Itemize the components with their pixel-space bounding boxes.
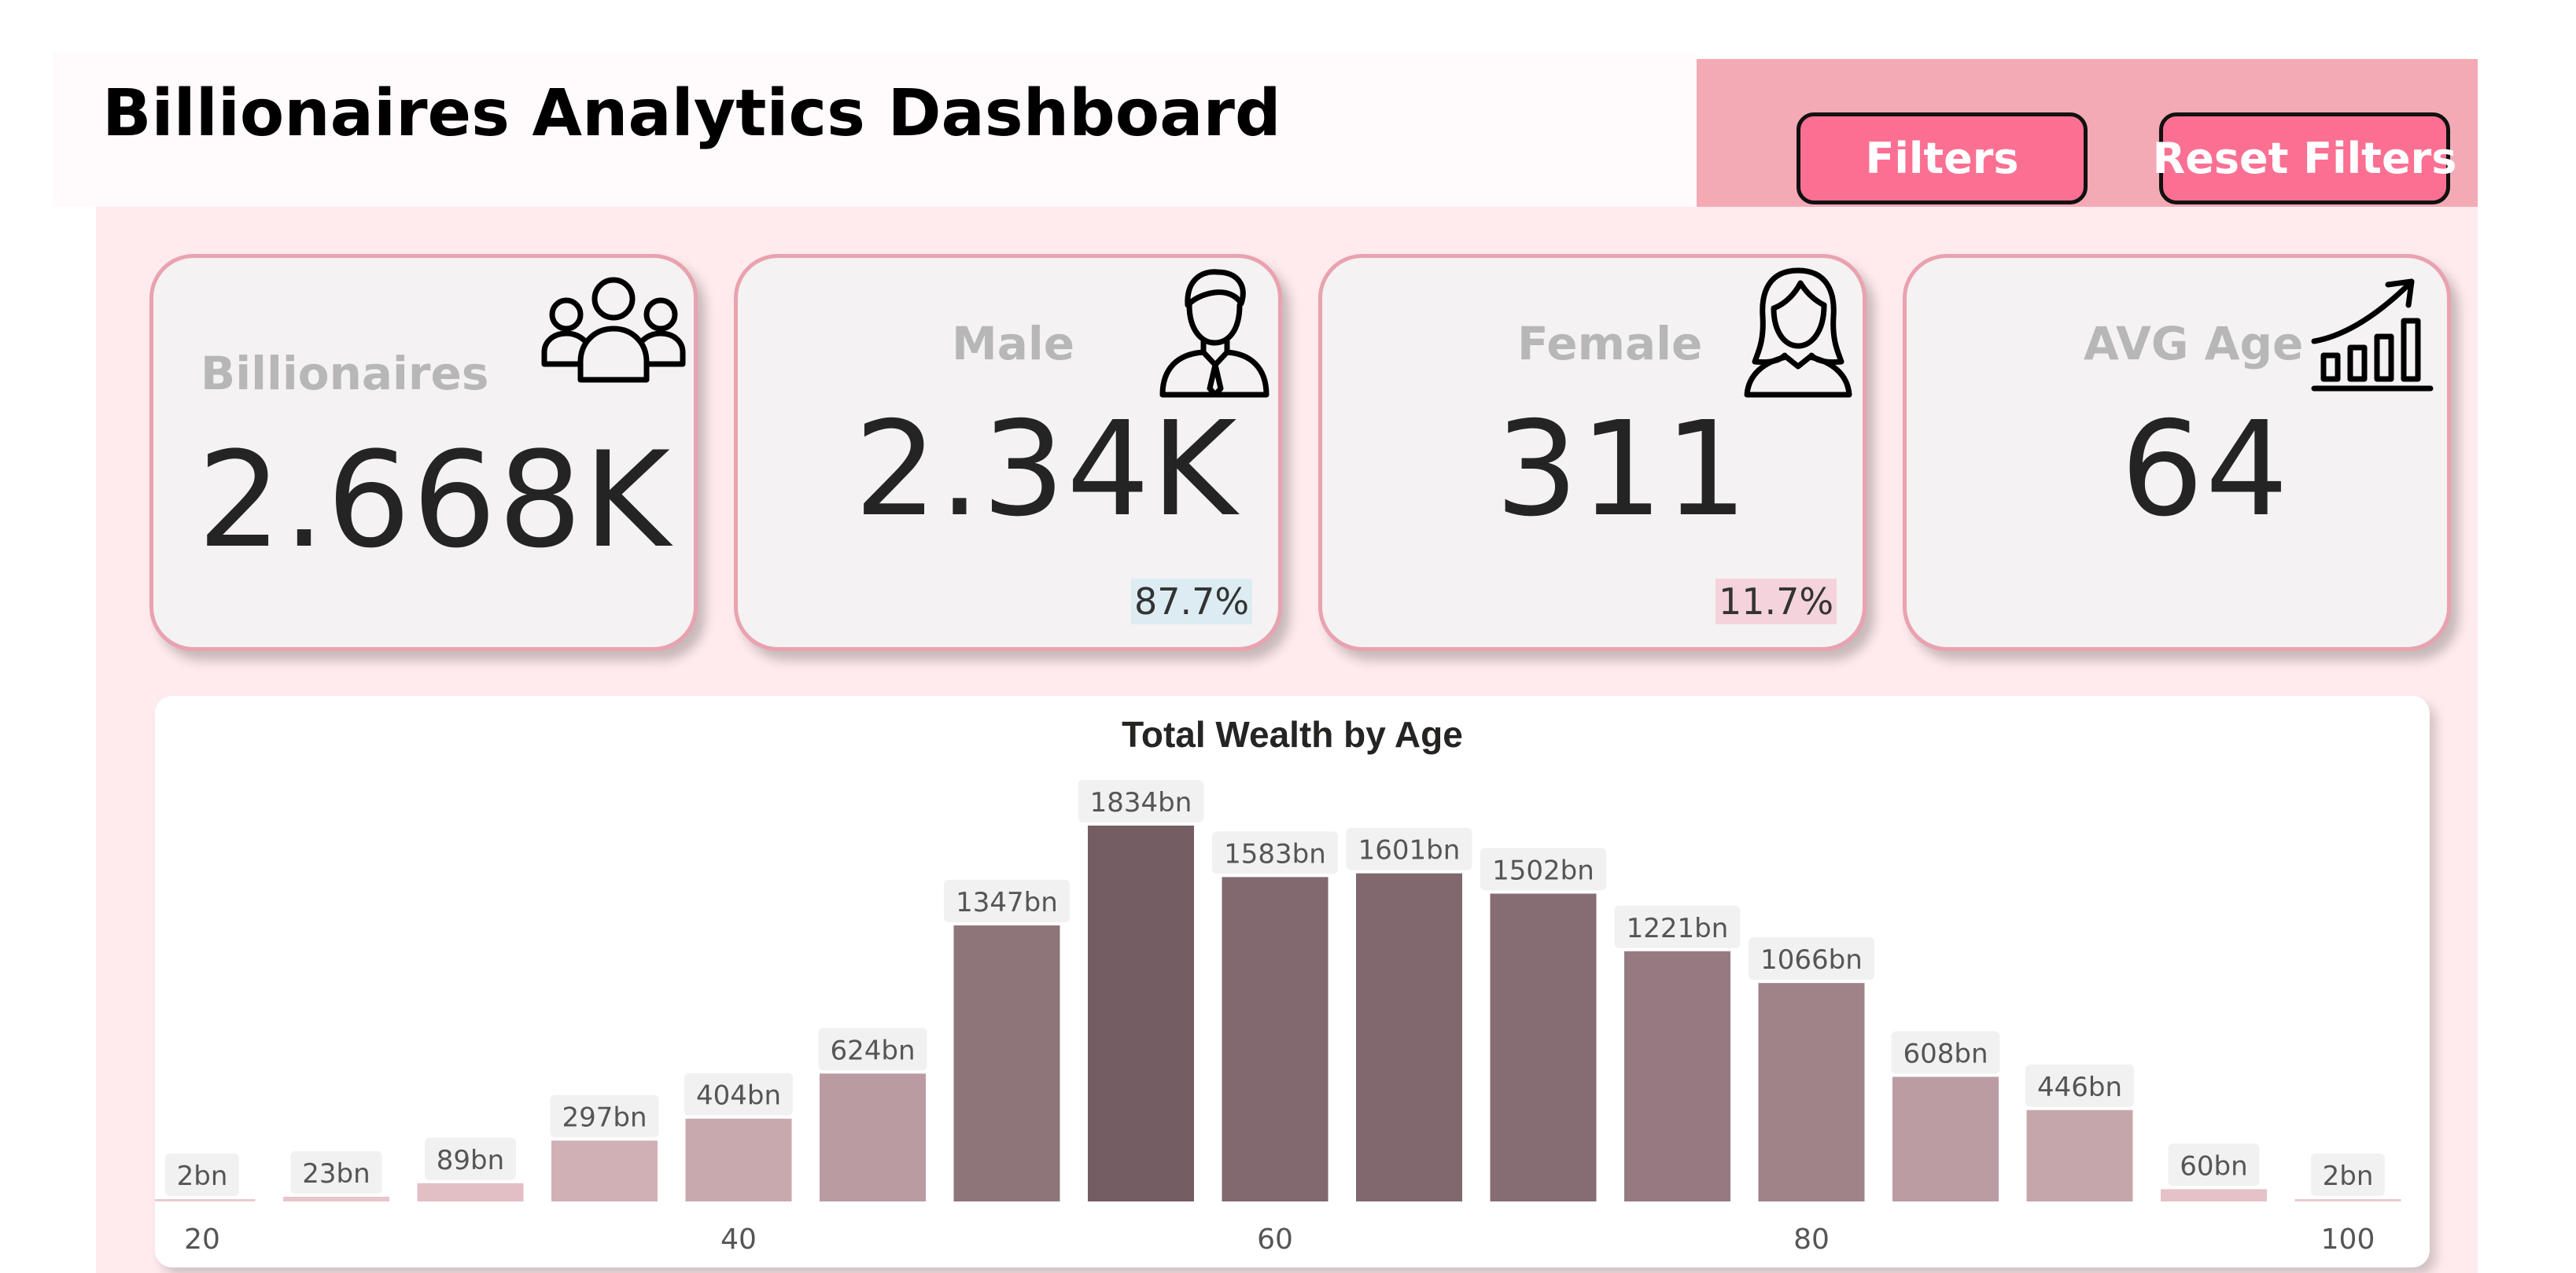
billionaires-value: 2.668K bbox=[197, 423, 673, 577]
bar-age-35[interactable] bbox=[551, 1140, 658, 1201]
avg-age-label: AVG Age bbox=[2084, 317, 2304, 370]
people-group-icon bbox=[541, 277, 686, 383]
chart-plot: 2bn 23bn 89bn 297bn 404bn 624bn 1347bn 1834bn 15… bbox=[155, 780, 2401, 1256]
data-label-bg bbox=[1078, 780, 1204, 822]
data-label-bg bbox=[944, 879, 1070, 922]
data-label-bg bbox=[290, 1151, 382, 1194]
x-tick-label: 40 bbox=[720, 1223, 757, 1256]
data-label-bg bbox=[1749, 937, 1874, 981]
female-card: Female 311 11.7% bbox=[1318, 254, 1867, 651]
bar-age-25[interactable] bbox=[283, 1197, 389, 1201]
total-wealth-chart: Total Wealth by Age 2bn 23bn 89bn 297bn 404b… bbox=[155, 696, 2430, 1267]
bar-age-90[interactable] bbox=[2026, 1109, 2133, 1201]
chart-title: Total Wealth by Age bbox=[1122, 714, 1463, 755]
bar-age-20[interactable] bbox=[155, 1199, 256, 1201]
male-label: Male bbox=[952, 317, 1075, 370]
bar-age-50[interactable] bbox=[953, 925, 1060, 1201]
bar-age-30[interactable] bbox=[417, 1183, 524, 1201]
man-icon bbox=[1159, 269, 1270, 398]
male-percent: 87.7% bbox=[1131, 579, 1253, 624]
data-label: 89bn bbox=[437, 1145, 504, 1176]
data-label: 1347bn bbox=[956, 887, 1058, 918]
data-label-bg bbox=[1212, 831, 1338, 874]
bar-age-95[interactable] bbox=[2161, 1189, 2267, 1201]
avg-age-value: 64 bbox=[2121, 394, 2290, 546]
woman-icon bbox=[1744, 267, 1852, 398]
data-label: 1834bn bbox=[1090, 787, 1192, 819]
data-label-bg bbox=[818, 1028, 927, 1071]
data-label: 1502bn bbox=[1492, 855, 1594, 887]
data-label-bg bbox=[1891, 1031, 2000, 1074]
male-card: Male 2.34K 87.7% bbox=[734, 254, 1282, 651]
x-tick-label: 80 bbox=[1793, 1223, 1830, 1256]
bar-age-45[interactable] bbox=[820, 1073, 926, 1201]
data-label: 404bn bbox=[696, 1080, 781, 1112]
data-label: 1583bn bbox=[1224, 838, 1326, 870]
bar-age-75[interactable] bbox=[1624, 951, 1730, 1201]
data-label-bg bbox=[684, 1072, 793, 1116]
data-label: 624bn bbox=[830, 1035, 915, 1066]
data-label-bg bbox=[2311, 1153, 2385, 1196]
bar-age-40[interactable] bbox=[685, 1118, 792, 1201]
bar-age-60[interactable] bbox=[1222, 877, 1329, 1201]
data-label: 1601bn bbox=[1358, 835, 1461, 866]
data-label: 2bn bbox=[2323, 1161, 2374, 1192]
data-label: 608bn bbox=[1903, 1039, 1988, 1070]
data-label: 1066bn bbox=[1760, 944, 1863, 976]
bar-age-55[interactable] bbox=[1088, 826, 1194, 1201]
bar-age-65[interactable] bbox=[1356, 873, 1462, 1201]
data-label: 297bn bbox=[562, 1102, 647, 1134]
x-tick-label: 20 bbox=[184, 1223, 220, 1256]
title-band bbox=[53, 53, 1697, 207]
avg-age-card: AVG Age 64 bbox=[1903, 254, 2451, 651]
male-value: 2.34K bbox=[854, 394, 1239, 546]
data-label: 60bn bbox=[2180, 1150, 2247, 1182]
female-percent: 11.7% bbox=[1715, 579, 1837, 624]
data-label-bg bbox=[1480, 848, 1606, 891]
data-label-bg bbox=[550, 1095, 659, 1138]
x-tick-label: 100 bbox=[2321, 1223, 2375, 1256]
data-label: 23bn bbox=[302, 1158, 370, 1190]
bar-age-80[interactable] bbox=[1758, 983, 1865, 1201]
data-label-bg bbox=[2025, 1064, 2134, 1107]
bar-age-70[interactable] bbox=[1490, 893, 1597, 1201]
data-label: 2bn bbox=[177, 1161, 228, 1192]
reset-filters-button[interactable]: Reset Filters bbox=[2153, 112, 2456, 204]
data-label-bg bbox=[425, 1137, 516, 1180]
data-label-bg bbox=[165, 1153, 239, 1196]
data-label-bg bbox=[1346, 827, 1472, 870]
billionaires-card: Billionaires 2.668K bbox=[149, 254, 698, 651]
data-label-bg bbox=[2168, 1143, 2260, 1187]
data-label: 446bn bbox=[2037, 1072, 2122, 1103]
bar-age-85[interactable] bbox=[1892, 1076, 1999, 1201]
filters-button[interactable]: Filters bbox=[1797, 112, 2088, 204]
bar-age-100[interactable] bbox=[2294, 1199, 2401, 1201]
female-value: 311 bbox=[1495, 394, 1749, 546]
data-label-bg bbox=[1614, 905, 1741, 948]
x-tick-label: 60 bbox=[1257, 1223, 1293, 1256]
female-label: Female bbox=[1517, 317, 1703, 370]
growth-chart-icon bbox=[2311, 278, 2434, 392]
data-label: 1221bn bbox=[1627, 913, 1729, 944]
page-title: Billionaires Analytics Dashboard bbox=[102, 76, 1281, 151]
billionaires-label: Billionaires bbox=[201, 347, 489, 400]
